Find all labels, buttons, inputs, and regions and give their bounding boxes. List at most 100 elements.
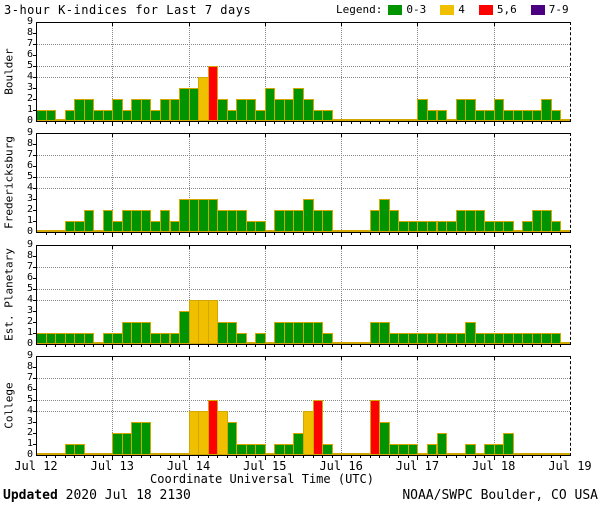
bottom-3h-tick <box>531 233 533 235</box>
gridline-k5 <box>36 400 570 401</box>
bottom-3h-tick <box>45 122 47 124</box>
y-tick-label: 8 <box>26 361 33 372</box>
bottom-3h-tick <box>522 456 524 458</box>
legend-item-0-3: 0-3 <box>388 3 426 16</box>
bottom-3h-tick <box>293 122 295 124</box>
bottom-3h-tick <box>512 345 514 347</box>
bottom-day-tick <box>341 456 343 460</box>
bottom-3h-tick <box>484 233 486 235</box>
k-index-bar <box>541 453 552 455</box>
bottom-3h-tick <box>407 456 409 458</box>
bottom-3h-tick <box>45 456 47 458</box>
y-tick <box>33 322 36 323</box>
y-tick <box>33 110 36 111</box>
bottom-day-tick <box>417 456 419 460</box>
bottom-3h-tick <box>236 456 238 458</box>
gridline-day <box>417 357 419 455</box>
bottom-3h-tick <box>283 233 285 235</box>
bottom-3h-tick <box>312 233 314 235</box>
top-day-tick <box>493 246 495 249</box>
bottom-3h-tick <box>140 456 142 458</box>
y-tick-label: 2 <box>26 93 33 104</box>
bottom-3h-tick <box>446 345 448 347</box>
station-label: Est. Planetary <box>2 247 16 341</box>
bottom-3h-tick <box>550 233 552 235</box>
k-index-bar <box>388 119 400 121</box>
legend-item-label: 0-3 <box>406 3 427 16</box>
bottom-3h-tick <box>303 345 304 347</box>
bottom-3h-tick <box>226 345 228 347</box>
k-index-bar <box>512 453 524 455</box>
bottom-3h-tick <box>140 345 142 347</box>
top-day-tick <box>188 357 190 360</box>
bottom-3h-tick <box>522 122 524 124</box>
bottom-3h-tick <box>426 122 428 124</box>
y-tick <box>33 444 36 445</box>
bottom-3h-tick <box>331 456 333 458</box>
gridline-day <box>264 357 266 455</box>
station-label: College <box>2 381 16 429</box>
bottom-3h-tick <box>236 345 238 347</box>
bottom-3h-tick <box>522 345 524 347</box>
gridline-day <box>493 246 495 344</box>
bottom-3h-tick <box>283 122 285 124</box>
bottom-3h-tick <box>407 122 409 124</box>
gridline-day <box>188 357 190 455</box>
bottom-3h-tick <box>426 345 428 347</box>
bottom-3h-tick <box>179 456 181 458</box>
bottom-3h-tick <box>74 122 76 124</box>
bottom-3h-tick <box>560 233 562 235</box>
bottom-3h-tick <box>541 122 543 124</box>
bottom-3h-tick <box>446 233 448 235</box>
k-index-bar <box>226 422 238 455</box>
x-tick-label: Jul 13 <box>90 459 134 473</box>
y-tick-label: 6 <box>26 160 33 171</box>
k-index-bar <box>140 422 152 455</box>
bottom-3h-tick <box>465 456 467 458</box>
top-day-tick <box>264 246 266 249</box>
top-day-tick <box>188 23 190 26</box>
top-day-tick <box>417 134 419 137</box>
gridline-day <box>417 246 419 344</box>
y-tick <box>33 400 36 401</box>
y-tick <box>33 333 36 334</box>
y-tick <box>33 199 36 200</box>
bottom-3h-tick <box>379 233 381 235</box>
bottom-day-tick <box>188 345 190 349</box>
bottom-3h-tick <box>131 122 133 124</box>
k-index-bar <box>322 110 333 121</box>
chart-title: 3-hour K-indices for Last 7 days <box>4 3 252 17</box>
bottom-day-tick <box>493 233 495 237</box>
bottom-3h-tick <box>560 456 562 458</box>
bottom-3h-tick <box>550 345 552 347</box>
bottom-3h-tick <box>121 456 123 458</box>
k-index-bar <box>179 453 190 455</box>
bottom-3h-tick <box>350 233 352 235</box>
k-index-bar <box>93 342 104 344</box>
y-tick <box>33 221 36 222</box>
legend-item-5,6: 5,6 <box>478 3 517 16</box>
k-index-bar <box>341 119 352 121</box>
gridline-day <box>341 134 343 232</box>
bottom-3h-tick <box>503 345 505 347</box>
gridline-day <box>188 134 190 232</box>
legend-label: Legend: <box>336 3 383 16</box>
bottom-3h-tick <box>217 233 219 235</box>
bottom-3h-tick <box>369 345 371 347</box>
bottom-3h-tick <box>388 233 390 235</box>
bottom-3h-tick <box>531 345 533 347</box>
bottom-3h-tick <box>217 456 219 458</box>
bottom-3h-tick <box>446 456 448 458</box>
bottom-3h-tick <box>159 345 161 347</box>
k-index-bar <box>360 342 371 344</box>
y-tick <box>33 256 36 257</box>
y-tick <box>33 300 36 301</box>
y-tick <box>33 88 36 89</box>
bottom-3h-tick <box>312 456 314 458</box>
k-index-bar <box>55 119 66 121</box>
bottom-3h-tick <box>140 122 142 124</box>
bottom-day-tick <box>493 122 495 126</box>
gridline-k5 <box>36 177 570 178</box>
bottom-3h-tick <box>255 122 257 124</box>
bottom-3h-tick <box>245 233 247 235</box>
